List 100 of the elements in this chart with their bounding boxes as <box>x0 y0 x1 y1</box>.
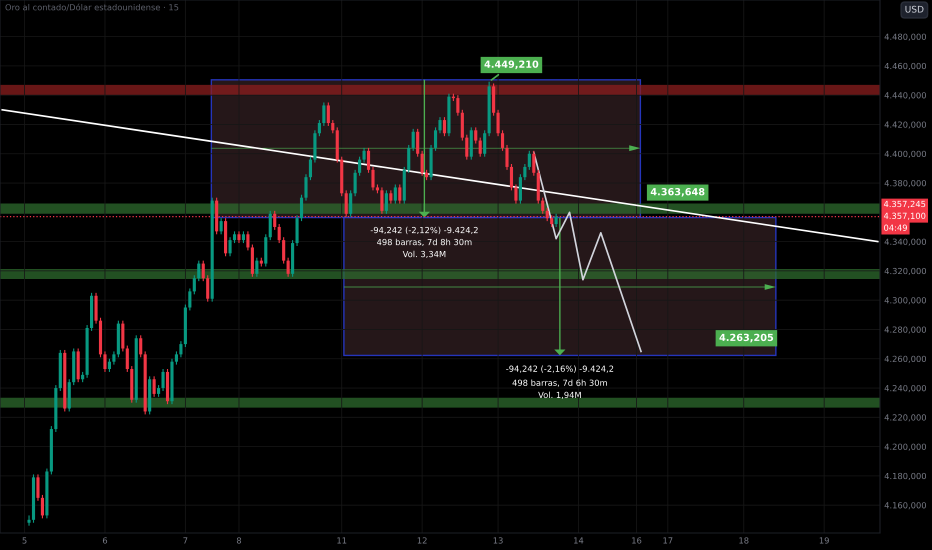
candlestick <box>380 186 384 214</box>
x-tick-label: 6 <box>102 537 108 544</box>
candlestick <box>554 213 558 228</box>
candlestick <box>246 230 250 251</box>
x-tick-label: 8 <box>236 537 242 544</box>
candlestick <box>420 150 424 176</box>
y-tick-label: 4.200,000 <box>884 444 926 451</box>
annotation: 498 barras, 7d 6h 30m <box>512 379 607 387</box>
candlestick <box>483 130 486 158</box>
candlestick <box>139 334 142 358</box>
candlestick <box>331 120 334 134</box>
y-tick-label: 4.340,000 <box>884 238 926 246</box>
candlestick <box>157 384 160 398</box>
candlestick <box>384 190 388 214</box>
candlestick <box>398 184 402 204</box>
y-tick-label: 4.400,000 <box>884 150 926 158</box>
y-tick-label: 4.160,000 <box>884 502 926 510</box>
candlestick <box>465 134 468 160</box>
candlestick <box>456 94 460 116</box>
annotation: 498 barras, 7d 8h 30m <box>377 238 472 246</box>
x-tick-label: 18 <box>739 537 748 544</box>
x-tick-label: 11 <box>337 537 346 544</box>
candlestick <box>179 340 182 358</box>
candlestick <box>282 236 286 264</box>
y-tick-label: 4.280,000 <box>884 326 926 334</box>
x-tick-label: 13 <box>494 537 503 544</box>
candlestick <box>108 358 112 372</box>
candlestick <box>478 137 482 158</box>
line-series <box>532 151 642 352</box>
candlestick <box>318 120 321 137</box>
candlestick <box>362 147 366 164</box>
candlestick <box>366 147 370 174</box>
candlestick <box>103 350 107 372</box>
annotation: 4.449,210 <box>484 60 538 70</box>
candlestick <box>126 345 129 372</box>
candlestick <box>496 109 500 137</box>
candlestick <box>278 223 281 244</box>
annotation: -94,242 (-2,12%) -9.424,2 <box>370 226 478 234</box>
candlestick <box>389 190 392 204</box>
annotation: Vol. 3,34M <box>402 250 446 258</box>
candlestick <box>237 230 241 244</box>
candlestick <box>434 126 438 152</box>
candlestick <box>354 169 357 197</box>
candlestick <box>206 274 210 302</box>
candlestick <box>286 257 290 278</box>
candlestick <box>505 144 509 170</box>
candlestick <box>510 163 514 191</box>
y-tick-label: 4.220,000 <box>884 414 926 422</box>
candlestick <box>518 174 522 204</box>
x-tick-label: 5 <box>22 537 26 544</box>
ref-line-label: 4.357,100 <box>884 212 926 220</box>
candlestick <box>112 350 116 366</box>
candlestick <box>528 150 531 170</box>
x-tick-label: 16 <box>632 537 642 544</box>
y-tick-label: 4.320,000 <box>884 268 926 276</box>
y-tick-label: 4.260,000 <box>884 356 926 363</box>
candlestick <box>255 257 258 278</box>
candlestick <box>36 474 40 502</box>
annotation: -94,242 (-2,16%) -9.424,2 <box>506 365 614 373</box>
candlestick <box>394 184 397 204</box>
candlestick <box>192 274 196 295</box>
candlestick <box>532 150 536 176</box>
y-tick-label: 4.480,000 <box>884 34 926 41</box>
candlestick <box>416 128 420 158</box>
x-tick-label: 19 <box>820 537 829 544</box>
candlestick <box>541 197 544 214</box>
annotation: 4.363,648 <box>650 188 704 197</box>
candlestick <box>358 156 362 176</box>
x-tick-label: 14 <box>574 537 584 544</box>
annotation: Vol. 1,94M <box>538 392 581 399</box>
text: USD <box>905 6 924 13</box>
candlestick <box>514 184 518 204</box>
candlestick <box>220 218 223 235</box>
candlestick <box>322 102 326 126</box>
candlestick <box>152 376 156 398</box>
x-tick-label: 17 <box>663 537 672 544</box>
candlestick <box>242 230 246 244</box>
candlestick <box>228 236 232 257</box>
text: 04:49 <box>884 224 907 231</box>
candlestick <box>442 116 446 137</box>
y-tick-label: 4.180,000 <box>884 472 926 480</box>
y-tick-label: 4.460,000 <box>884 62 926 70</box>
candlestick <box>197 260 200 282</box>
candlestick <box>40 494 44 519</box>
candlestick <box>412 128 415 152</box>
y-tick-label: 4.240,000 <box>884 385 926 392</box>
y-tick-label: 4.440,000 <box>884 92 926 100</box>
candlestick <box>371 166 375 191</box>
y-tick-label: 4.300,000 <box>884 297 926 304</box>
candlestick <box>232 230 236 244</box>
candlestick <box>349 190 352 218</box>
x-tick-label: 7 <box>183 537 188 544</box>
candlestick <box>523 163 526 181</box>
candlestick <box>174 350 178 366</box>
text: 4.357,245 <box>884 200 926 208</box>
x-tick-label: 12 <box>418 537 427 544</box>
annotation: 4.263,205 <box>719 334 774 342</box>
candlestick <box>304 174 308 202</box>
candlestick <box>300 194 304 222</box>
y-tick-label: 4.380,000 <box>884 180 926 188</box>
